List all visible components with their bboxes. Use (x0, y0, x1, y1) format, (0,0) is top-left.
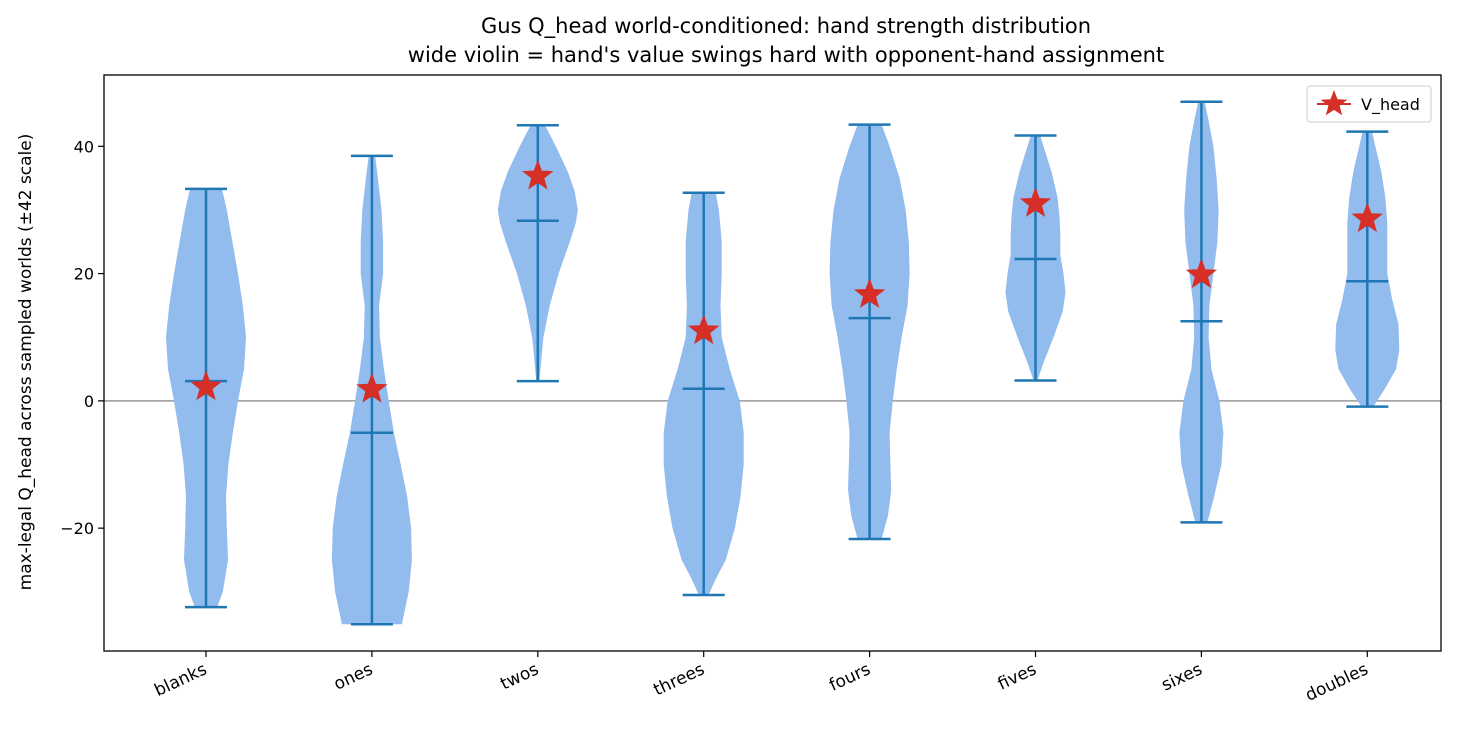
v-head-star-marker (522, 159, 554, 190)
x-axis-ticks: blanks ones twos threes fours fives sixes doubl… (151, 651, 1372, 706)
violin-fours (829, 123, 910, 541)
x-tick-label-blanks: blanks (151, 659, 210, 701)
legend-box (1306, 85, 1432, 123)
x-tick-label-ones: ones (331, 659, 376, 694)
v-head-star-marker (190, 370, 222, 401)
violin-threes (663, 191, 744, 597)
x-tick-label-sixes: sixes (1159, 659, 1206, 695)
violin-fives (1005, 134, 1066, 382)
y-tick-label: −20 (60, 519, 94, 538)
legend-star-swatch (1320, 90, 1348, 116)
x-tick-label-threes: threes (651, 659, 708, 700)
v-head-star-marker (1351, 202, 1383, 233)
v-head-star-marker (356, 372, 388, 403)
x-tick-label-fours: fours (826, 659, 874, 695)
legend: V_head (1306, 85, 1432, 123)
v-head-star-marker (1019, 187, 1052, 217)
violins-layer (166, 100, 1400, 626)
plot-frame (103, 74, 1442, 652)
v-head-star-marker (688, 314, 720, 345)
y-axis-label: max-legal Q_head across sampled worlds (… (16, 134, 36, 591)
violin-ones (331, 154, 412, 626)
legend-label: V_head (1361, 95, 1420, 115)
v-head-star-marker (853, 278, 886, 308)
x-tick-label-fives: fives (995, 659, 1040, 694)
violin-blanks (166, 187, 246, 609)
y-tick-label: 0 (84, 392, 94, 411)
x-tick-label-doubles: doubles (1302, 659, 1371, 705)
chart-title: Gus Q_head world-conditioned: hand stren… (481, 14, 1091, 39)
chart-subtitle: wide violin = hand's value swings hard w… (408, 43, 1164, 67)
y-tick-label: 20 (74, 265, 94, 284)
violin-sixes (1179, 100, 1224, 524)
violin-twos (497, 124, 578, 383)
y-axis-ticks: −20 0 20 40 (60, 137, 104, 538)
x-tick-label-twos: twos (497, 659, 542, 694)
v-head-star-marker (1185, 258, 1218, 289)
y-tick-label: 40 (74, 137, 94, 156)
violin-doubles (1335, 130, 1400, 408)
